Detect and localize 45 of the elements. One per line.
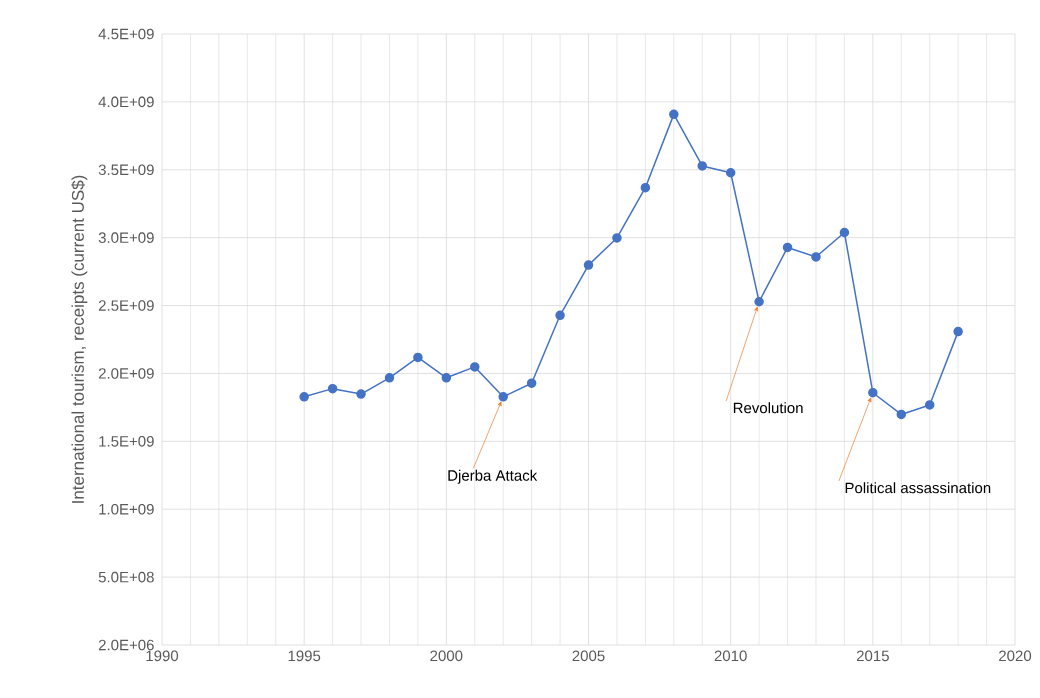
x-tick-label: 2000 — [430, 650, 463, 662]
point — [697, 161, 707, 171]
point — [327, 383, 338, 394]
point — [555, 310, 565, 321]
point — [583, 260, 594, 270]
x-tick-label: 2005 — [572, 650, 605, 662]
y-tick-label: 3.0E+09 — [98, 232, 154, 243]
y-tick-label: 4.0E+09 — [98, 96, 154, 108]
y-tick-label: 2.0E+06 — [98, 639, 154, 651]
point — [953, 326, 963, 337]
y-tick-label: 4.5E+09 — [98, 28, 154, 40]
point — [754, 297, 764, 307]
point — [356, 389, 366, 399]
point — [299, 392, 309, 402]
point — [470, 362, 480, 372]
point — [640, 182, 651, 193]
y-tick-label: 1.5E+09 — [99, 436, 154, 447]
y-tick-label: 3.5E+09 — [98, 164, 154, 176]
point — [612, 233, 622, 243]
annotation: Political assassination — [845, 482, 991, 494]
y-tick-label: 1.0E+09 — [99, 503, 154, 515]
point — [669, 109, 679, 120]
x-tick-label: 1990 — [146, 650, 179, 662]
x-tick-label: 1995 — [288, 650, 321, 662]
point — [811, 252, 821, 262]
point — [441, 373, 452, 383]
point — [924, 400, 935, 410]
annotation: Revolution — [733, 402, 803, 414]
point — [782, 242, 793, 253]
point — [413, 352, 423, 363]
annotation: Djerba Attack — [448, 469, 538, 484]
point — [725, 168, 736, 178]
y-tick-label: 2.5E+09 — [98, 300, 154, 311]
point — [384, 373, 395, 383]
point — [896, 409, 907, 420]
x-tick-label: 2015 — [856, 650, 889, 662]
point — [839, 227, 850, 238]
y-tick-label: 2.0E+09 — [98, 368, 154, 379]
y-axis-title: International tourism, receipts (current US$) — [71, 175, 88, 503]
y-tick-label: 5.0E+08 — [98, 571, 154, 583]
point — [498, 392, 508, 402]
x-tick-label: 2010 — [714, 650, 747, 662]
point — [526, 378, 537, 388]
point — [868, 387, 878, 398]
x-tick-label: 2020 — [999, 650, 1032, 662]
